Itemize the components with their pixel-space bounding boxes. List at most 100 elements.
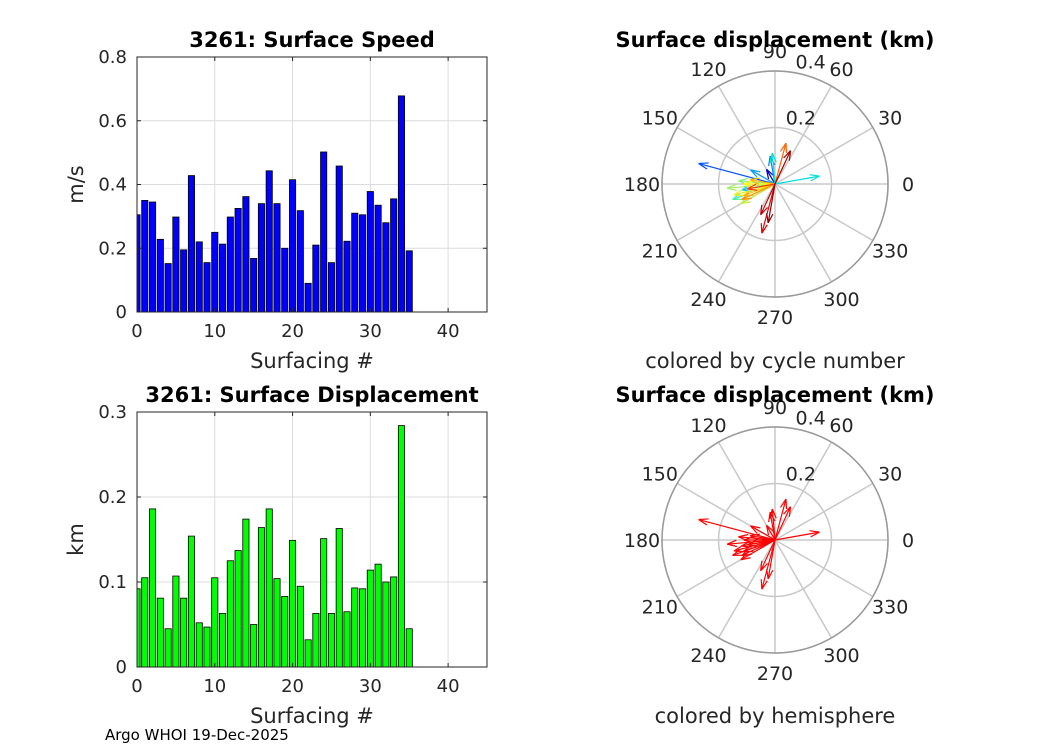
polar-hemisphere-angle-label: 330 (872, 597, 908, 619)
polar-hemisphere-vector (760, 539, 776, 572)
polar-hemisphere-grid-spoke (774, 539, 874, 598)
vector-head-right (741, 192, 750, 200)
vector-head-left (749, 179, 760, 185)
vector-head-left (767, 213, 774, 224)
displacement-bar (172, 575, 180, 668)
vector-head-right (760, 560, 763, 571)
polar-hemisphere-angle-label: 30 (878, 464, 902, 486)
polar-cycle-angle-label: 330 (872, 241, 908, 263)
displacement-xtick-label: 10 (203, 676, 226, 697)
polar-cycle-grid-spoke (717, 183, 776, 283)
displacement-bar (382, 581, 390, 668)
polar-cycle-vector (698, 162, 776, 185)
polar-cycle-angle-label: 240 (690, 289, 726, 311)
vector-head-left (741, 553, 752, 557)
vector-head-left (698, 163, 708, 170)
displacement-bar (296, 585, 304, 668)
speed-bar (156, 238, 164, 313)
vector-head-left (740, 201, 751, 205)
vector-shaft (741, 183, 776, 201)
speed-bar (211, 231, 219, 313)
polar-cycle-angle-label: 120 (690, 59, 726, 81)
speed-xtick-label: 20 (281, 321, 304, 342)
polar-hemisphere-grid-spoke (717, 539, 776, 639)
vector-head-left (750, 169, 758, 178)
speed-ytick-label: 0.8 (98, 47, 127, 68)
vector-head-right (726, 183, 737, 189)
speed-bar (351, 212, 359, 313)
vector-head-left (761, 224, 768, 234)
displacement-ytick-label: 0.2 (98, 487, 127, 508)
vector-head-right (788, 150, 792, 161)
polar-cycle-caption: colored by cycle number (645, 349, 905, 373)
polar-cycle-angle-label: 150 (642, 108, 678, 130)
polar-hemisphere-vector (766, 539, 776, 580)
displacement-bar (187, 535, 195, 668)
speed-xtick-label: 30 (359, 321, 382, 342)
vector-shaft (750, 169, 776, 185)
polar-cycle-vector (774, 142, 788, 185)
speed-bar (234, 208, 242, 313)
polar-cycle-grid-spoke (774, 183, 833, 283)
displacement-bar (289, 539, 297, 668)
vector-head-left (783, 506, 791, 515)
polar-hemisphere-vector (765, 524, 776, 541)
speed-ytick-label: 0.2 (98, 238, 127, 259)
speed-ytick-label: 0 (116, 302, 127, 323)
polar-hemisphere-angle-label: 300 (823, 645, 859, 667)
vector-shaft (747, 183, 776, 190)
displacement-bar (320, 538, 328, 668)
polar-cycle-vector (769, 152, 777, 185)
vector-shaft (774, 150, 792, 185)
speed-bar (397, 95, 405, 313)
vector-head-left (761, 580, 768, 590)
vector-head-left (779, 142, 787, 152)
vector-head-left (767, 569, 774, 580)
polar-cycle-grid-spoke (717, 85, 776, 185)
vector-head-left (769, 152, 773, 163)
displacement-bar (327, 613, 335, 668)
polar-cycle-vector (741, 183, 776, 201)
vector-head-right (741, 548, 750, 556)
polar-hemisphere-vector (769, 508, 777, 541)
vector-head-left (768, 512, 771, 523)
vector-shaft (747, 539, 776, 546)
vector-head-left (769, 508, 773, 519)
vector-head-right (788, 506, 792, 517)
polar-hemisphere-angle-label: 0 (902, 530, 914, 552)
polar-cycle-angle-label: 300 (823, 289, 859, 311)
vector-shaft (767, 183, 776, 224)
displacement-bar (141, 577, 149, 668)
vector-head-right (785, 143, 788, 154)
speed-title: 3261: Surface Speed (189, 28, 435, 52)
speed-bar (273, 203, 281, 313)
speed-xtick-label: 40 (437, 321, 460, 342)
vector-head-left (783, 150, 791, 159)
vector-head-left (765, 169, 770, 180)
vector-head-right (760, 204, 763, 215)
speed-ytick-label: 0.4 (98, 175, 127, 196)
polar-hemisphere-caption: colored by hemisphere (655, 704, 896, 728)
speed-bar (149, 201, 157, 313)
polar-cycle-angle-label: 90 (763, 41, 787, 63)
polar-cycle-grid-spoke (774, 85, 833, 185)
speed-bar (327, 262, 335, 313)
polar-cycle-outer-ring (661, 70, 889, 298)
vector-head-right (733, 188, 743, 196)
vector-head-right (771, 508, 777, 519)
polar-cycle-angle-label: 30 (878, 108, 902, 130)
vector-head-right (766, 168, 775, 177)
displacement-bar (250, 624, 258, 668)
speed-xlabel: Surfacing # (250, 349, 374, 373)
vector-head-right (742, 544, 752, 553)
displacement-axes-frame (136, 411, 488, 668)
vector-shaft (774, 175, 820, 185)
vector-head-right (698, 162, 709, 165)
vector-head-right (766, 212, 769, 224)
polar-cycle-vector (749, 177, 776, 185)
polar-hemisphere-vector (774, 498, 788, 541)
polar-cycle-vector (765, 168, 776, 185)
vector-shaft (750, 525, 776, 541)
polar-hemisphere-angle-label: 270 (757, 663, 793, 685)
displacement-bar (234, 550, 242, 668)
